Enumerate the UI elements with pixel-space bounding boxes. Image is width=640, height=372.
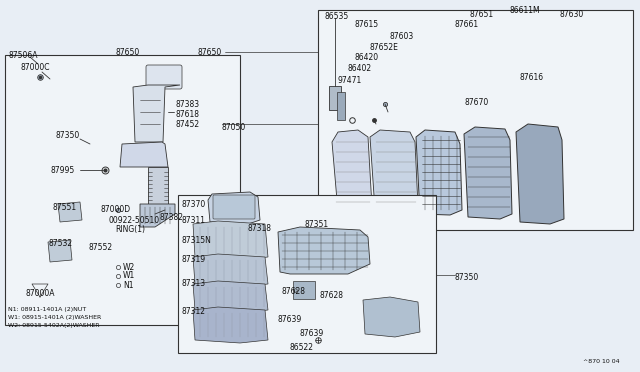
Text: W1: 08915-1401A (2)WASHER: W1: 08915-1401A (2)WASHER xyxy=(8,315,101,321)
Text: 87311: 87311 xyxy=(182,215,206,224)
Text: 87000C: 87000C xyxy=(20,62,49,71)
Polygon shape xyxy=(193,281,268,313)
Text: 87382: 87382 xyxy=(160,212,184,221)
Polygon shape xyxy=(193,254,268,287)
Text: 87532: 87532 xyxy=(48,240,72,248)
Text: 87000D: 87000D xyxy=(100,205,130,214)
Text: 87670: 87670 xyxy=(465,97,489,106)
Text: 87370: 87370 xyxy=(182,199,206,208)
Polygon shape xyxy=(370,130,418,212)
Text: 87350: 87350 xyxy=(455,273,479,282)
Text: 87650: 87650 xyxy=(115,48,140,57)
Polygon shape xyxy=(58,202,82,222)
Text: 87639: 87639 xyxy=(300,330,324,339)
Text: ^870 10 04: ^870 10 04 xyxy=(584,359,620,364)
Text: 86611M: 86611M xyxy=(510,6,541,15)
Text: 86522: 86522 xyxy=(290,343,314,353)
Text: 87616: 87616 xyxy=(520,73,544,81)
Text: 87995: 87995 xyxy=(50,166,74,174)
Polygon shape xyxy=(133,85,180,142)
Text: 87615: 87615 xyxy=(355,19,379,29)
Polygon shape xyxy=(193,307,268,343)
FancyBboxPatch shape xyxy=(329,86,341,110)
Polygon shape xyxy=(278,227,370,274)
Text: 87630: 87630 xyxy=(560,10,584,19)
Text: N1: N1 xyxy=(123,280,134,289)
Text: 87651: 87651 xyxy=(470,10,494,19)
Text: 87603: 87603 xyxy=(390,32,414,41)
Polygon shape xyxy=(332,130,372,214)
Text: 86535: 86535 xyxy=(325,12,349,20)
Polygon shape xyxy=(140,204,175,227)
Polygon shape xyxy=(516,124,564,224)
Text: 87628: 87628 xyxy=(320,292,344,301)
Bar xyxy=(293,281,315,299)
Text: 87639: 87639 xyxy=(278,315,302,324)
Text: 87506A: 87506A xyxy=(8,51,38,60)
Text: 87383: 87383 xyxy=(175,99,199,109)
Text: 87452: 87452 xyxy=(175,119,199,128)
Polygon shape xyxy=(464,127,512,219)
FancyBboxPatch shape xyxy=(337,92,345,120)
Text: 87318: 87318 xyxy=(248,224,272,232)
Text: 86402: 86402 xyxy=(348,64,372,73)
Text: RING(1): RING(1) xyxy=(115,224,145,234)
Text: 87315N: 87315N xyxy=(182,235,212,244)
Bar xyxy=(178,195,436,353)
Text: 87312: 87312 xyxy=(182,308,206,317)
Text: 87050: 87050 xyxy=(222,122,246,131)
Text: 87313: 87313 xyxy=(182,279,206,289)
FancyBboxPatch shape xyxy=(213,195,255,219)
Text: 86420: 86420 xyxy=(355,52,379,61)
Text: 87551: 87551 xyxy=(52,202,76,212)
Text: 87618: 87618 xyxy=(175,109,199,119)
Polygon shape xyxy=(416,130,462,215)
Polygon shape xyxy=(148,167,168,204)
Text: N1: 08911-1401A (2)NUT: N1: 08911-1401A (2)NUT xyxy=(8,308,86,312)
Text: 87661: 87661 xyxy=(455,19,479,29)
Text: 00922-50510: 00922-50510 xyxy=(108,215,159,224)
Polygon shape xyxy=(363,297,420,337)
Text: 87000A: 87000A xyxy=(25,289,54,298)
Text: 97471: 97471 xyxy=(338,76,362,84)
Text: 87552: 87552 xyxy=(88,243,112,251)
Text: 87650: 87650 xyxy=(198,48,222,57)
Polygon shape xyxy=(193,221,268,260)
Text: 87628: 87628 xyxy=(282,288,306,296)
Text: 87351: 87351 xyxy=(305,219,329,228)
Text: W2: W2 xyxy=(123,263,135,272)
Polygon shape xyxy=(208,192,260,224)
Text: W1: W1 xyxy=(123,272,135,280)
FancyBboxPatch shape xyxy=(146,65,182,89)
Text: 87652E: 87652E xyxy=(370,42,399,51)
Polygon shape xyxy=(48,240,72,262)
Bar xyxy=(318,10,633,230)
Polygon shape xyxy=(120,142,168,167)
Text: W2: 08915-5402A(2)WASHER: W2: 08915-5402A(2)WASHER xyxy=(8,324,99,328)
Text: 87350: 87350 xyxy=(55,131,79,140)
Text: 87319: 87319 xyxy=(182,256,206,264)
Bar xyxy=(5,55,240,325)
